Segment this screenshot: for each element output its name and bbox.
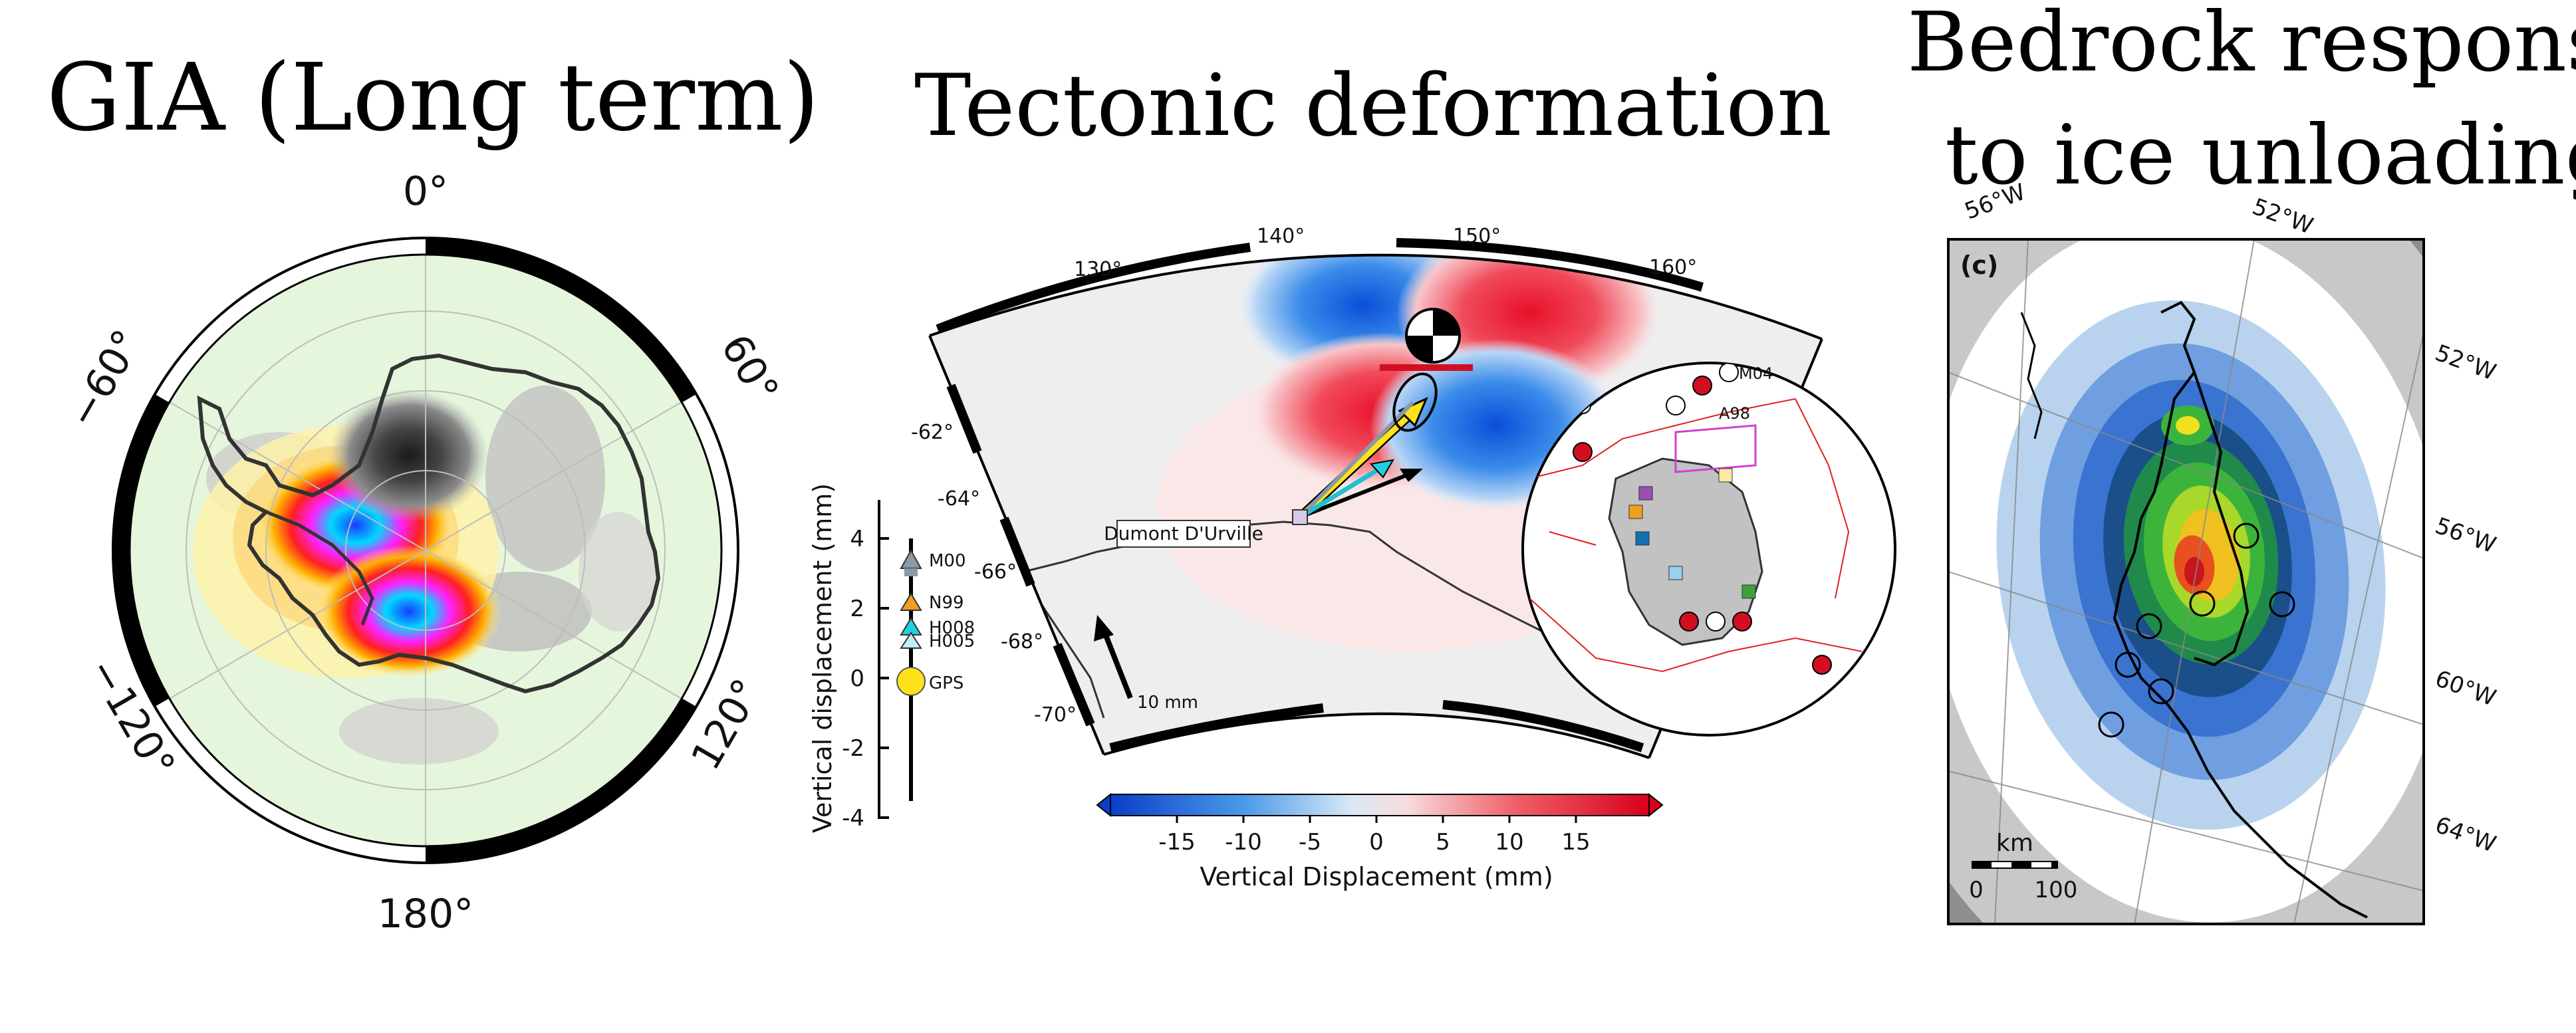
marker-label-h005: H005 [929,631,975,651]
marker-gps [896,667,926,696]
tectonic-frame-ticks [936,238,1704,752]
gia-panel-title: GIA (Long term) [47,44,820,152]
scale-arrow [1101,629,1133,699]
scalebar-max: 100 [2035,877,2078,903]
bedrock-lon-label-top-right: 52°W [2249,193,2317,240]
lon-label-140: 140° [1257,225,1305,248]
lon-label-130: 130° [1074,258,1122,281]
colorbar-tick-5: 5 [1436,829,1450,856]
bedrock-panel-title-line1: Bedrock response [1907,0,2576,90]
lat-label-66: -66° [974,560,1017,584]
lat-label-64: -64° [938,487,980,511]
station-dumont-durville [1292,509,1308,525]
bedrock-lon-label-right-1: 52°W [2432,340,2500,386]
marker-h005 [900,631,922,649]
vertical-displacement-axis: 4 2 0 -2 -4 Vertical displacement (mm) M… [808,483,975,833]
marker-label-gps: GPS [929,673,964,693]
side-axis-label: Vertical displacement (mm) [808,483,837,833]
gia-subsidence-spot [329,389,489,522]
lat-label-68: -68° [1001,630,1043,653]
gia-label-neg60: −60° [59,322,151,436]
marker-m00 [900,548,922,569]
lon-label-160: 160° [1649,256,1697,279]
bedrock-lon-label-right-2: 56°W [2432,513,2500,559]
bedrock-lon-label-right-3: 60°W [2432,665,2500,712]
displacement-arrows [1297,372,1438,521]
scale-arrow-label: 10 mm [1137,693,1198,713]
colorbar-tick-neg15: -15 [1158,829,1196,856]
antarctic-peninsula-coastline [2113,300,2368,919]
gia-label-0: 0° [403,168,448,215]
lon-label-150: 150° [1453,225,1501,248]
bedrock-panel-title-line2: to ice unloading [1945,108,2576,203]
gia-label-180: 180° [378,891,474,937]
tectonic-map: 130° 140° 150° 160° -62° -64° -66° -68° … [911,225,1896,891]
bedrock-gps-sites [2098,522,2295,738]
bedrock-map: km 0 100 (c) 56°W 52°W 52°W 56°W 60°W 64… [1947,179,2500,925]
gia-label-60: 60° [711,326,787,411]
inset-label-a98: A98 [1719,404,1750,423]
bedrock-lon-label-top-left: 56°W [1961,179,2029,225]
marker-label-m00: M00 [929,551,966,571]
gia-uplift-hotspot-2 [316,545,502,678]
tectonic-inset-map: M04 A98 [1521,362,1896,737]
colorbar-tick-10: 10 [1495,829,1523,856]
side-axis-tick-4: 4 [850,526,864,552]
antarctica-coastline [197,353,661,694]
scalebar-unit: km [1996,830,2033,857]
focal-mechanism-beachball [1405,308,1461,364]
inset-label-m04: M04 [1739,364,1773,383]
station-label: Dumont D'Urville [1104,522,1263,544]
gia-frame-ticks [114,238,696,863]
side-axis-tick-2: 2 [850,596,864,622]
tectonic-panel-title: Tectonic deformation [914,57,1832,156]
bedrock-panel-tag: (c) [1960,251,1998,280]
colorbar-label: Vertical Displacement (mm) [1200,862,1553,891]
lat-label-62: -62° [911,421,954,444]
vertical-displacement-colorbar: -15 -10 -5 0 5 10 15 Vertical Displaceme… [1096,792,1664,891]
colorbar-tick-neg5: -5 [1299,829,1321,856]
side-axis-tick-neg4: -4 [842,805,864,832]
side-axis-tick-0: 0 [850,665,864,692]
scalebar-min: 0 [1969,877,1984,903]
gia-map: 0° 60° 120° 180° −120° −60° [59,168,787,937]
marker-label-n99: N99 [929,593,964,613]
side-axis-tick-neg2: -2 [842,735,864,762]
colorbar-tick-0: 0 [1369,829,1384,856]
marker-n99 [900,592,922,611]
colorbar-tick-neg10: -10 [1225,829,1262,856]
bedrock-lon-label-right-4: 64°W [2432,812,2500,858]
marker-label-h008: H008 [929,618,975,638]
colorbar-tick-15: 15 [1561,829,1590,856]
lat-label-70: -70° [1034,703,1077,727]
